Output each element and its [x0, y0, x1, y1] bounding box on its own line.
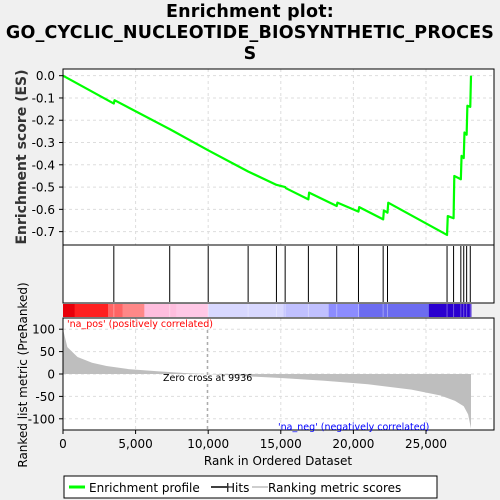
- heatmap-segment: [283, 304, 330, 317]
- heatmap-segment: [122, 304, 145, 317]
- legend-box: [63, 475, 438, 499]
- es-gridlines: [63, 69, 494, 245]
- zero-cross-label: Zero cross at 9936: [163, 373, 252, 384]
- es-y-axis-label: Enrichment score (ES): [14, 69, 30, 244]
- metric-y-tick-label: -50: [35, 390, 55, 404]
- neg-correlated-label: 'na_neg' (negatively correlated): [278, 422, 429, 433]
- heatmap-segment: [359, 304, 430, 317]
- heatmap-segment: [74, 304, 109, 317]
- heatmap-segment: [208, 304, 285, 317]
- chart-title: Enrichment plot: GO_CYCLIC_NUCLEOTIDE_BI…: [0, 2, 500, 65]
- legend-metric-label: Ranking metric scores: [268, 481, 401, 495]
- es-y-tick-label: -0.5: [32, 181, 55, 195]
- metric-y-tick-label: 0: [47, 368, 55, 382]
- metric-y-tick-label: 100: [32, 323, 55, 337]
- x-tick-label: 5,000: [118, 437, 152, 451]
- x-tick-label: 15,000: [260, 437, 302, 451]
- x-tick-label: 0: [59, 437, 67, 451]
- metric-panel-frame: [62, 317, 495, 431]
- metric-y-tick-label: -100: [28, 412, 55, 426]
- legend-hits-label: Hits: [226, 481, 249, 495]
- es-panel: [63, 69, 494, 245]
- heatmap-segment: [328, 304, 360, 317]
- x-axis-label: Rank in Ordered Dataset: [204, 454, 352, 468]
- heatmap-segment: [144, 304, 177, 317]
- metric-y-tick-label: 50: [40, 345, 55, 359]
- heatmap-segment: [428, 304, 472, 317]
- legend-enrichment-label: Enrichment profile: [89, 481, 200, 495]
- title-line-1: Enrichment plot:: [165, 2, 334, 22]
- ranked-metric-fill: [63, 329, 471, 429]
- es-y-tick-label: 0.0: [36, 69, 55, 83]
- hit-marks: [113, 246, 471, 302]
- legend: Enrichment profile Hits Ranking metric s…: [63, 475, 438, 499]
- es-y-tick-label: -0.4: [32, 158, 55, 172]
- title-line-3: S: [243, 44, 257, 64]
- title-line-2: GO_CYCLIC_NUCLEOTIDE_BIOSYNTHETIC_PROCES: [5, 23, 495, 43]
- es-y-tick-label: -0.7: [32, 225, 55, 239]
- pos-correlated-label: 'na_pos' (positively correlated): [67, 319, 213, 330]
- ranked-metric-area: [63, 329, 471, 430]
- enrichment-profile-polyline: [62, 74, 473, 237]
- es-y-tick-label: -0.2: [32, 114, 55, 128]
- es-y-tick-label: -0.1: [32, 91, 55, 105]
- enrichment-profile-line: [62, 74, 473, 237]
- x-tick-label: 10,000: [187, 437, 229, 451]
- x-tick-label: 25,000: [405, 437, 447, 451]
- metric-y-axis-label: Ranked list metric (PreRanked): [16, 282, 30, 467]
- rank-heatmap-bar: [63, 304, 472, 317]
- es-y-tick-label: -0.6: [32, 203, 55, 217]
- es-y-tick-label: -0.3: [32, 136, 55, 150]
- hits-panel: [63, 245, 494, 303]
- heatmap-segment: [108, 304, 123, 317]
- heatmap-segment: [63, 304, 76, 317]
- axes: 0.0 -0.1 -0.2 -0.3 -0.4 -0.5 -0.6 -0.7 100 50 0 -50…: [28, 69, 447, 451]
- hits-panel-frame: [62, 244, 495, 304]
- x-tick-label: 20,000: [332, 437, 374, 451]
- heatmap-segment: [176, 304, 209, 317]
